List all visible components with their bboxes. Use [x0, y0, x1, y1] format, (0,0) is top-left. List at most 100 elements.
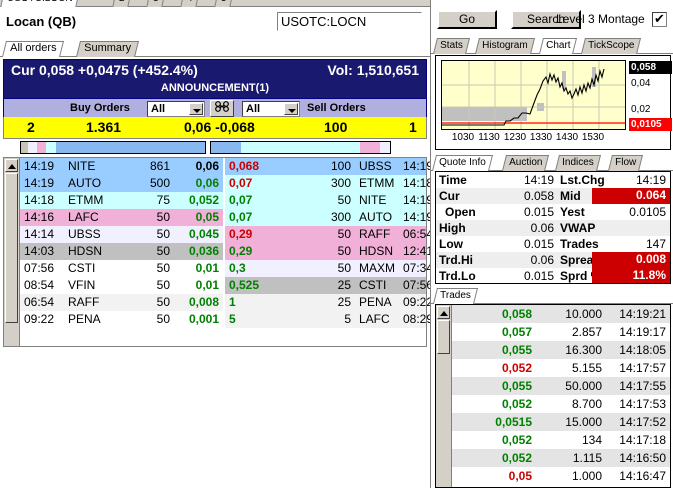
scroll-up-icon[interactable] — [437, 306, 450, 319]
bid-size: 50 — [156, 244, 170, 258]
depth-segment-1 — [240, 142, 361, 153]
ask-size: 25 — [337, 295, 351, 309]
table-row[interactable]: 14:03 HDSN 50 0,036 0,29 50 HDSN 12:41 — [20, 243, 433, 260]
chevron-down-icon[interactable] — [284, 103, 298, 115]
trades-tabs[interactable]: Trades — [431, 288, 673, 304]
sell-filter-select[interactable]: All — [242, 101, 300, 117]
tab-summary[interactable]: Summary — [76, 41, 140, 57]
window-tab-strip[interactable]: USOTC:LOCN 2 3 4 5 — [0, 0, 673, 8]
ask-time: 14:19 — [403, 159, 434, 173]
chart-panel-tabs[interactable]: Stats Histogram Chart TickScope — [431, 38, 673, 54]
ask-side[interactable]: 0,07 50 NITE 14:19 — [225, 192, 433, 209]
bid-side[interactable]: 14:16 LAFC 50 0,05 — [20, 209, 223, 226]
table-row[interactable]: 14:16 LAFC 50 0,05 0,07 300 AUTO 14:19 — [20, 209, 433, 226]
bid-side[interactable]: 14:19 NITE 861 0,06 — [20, 158, 223, 175]
tab-flow[interactable]: Flow — [608, 155, 644, 171]
tab-quote-info[interactable]: Quote Info — [432, 155, 493, 171]
trade-quantity: 1.000 — [571, 469, 602, 483]
scroll-thumb[interactable] — [5, 173, 18, 323]
sell-filter-value: All — [246, 103, 261, 115]
inside-ask-size: 100 — [324, 119, 348, 135]
bid-price: 0,045 — [188, 227, 219, 241]
list-item[interactable]: 0,057 2.857 14:19:17 — [452, 323, 670, 341]
list-item[interactable]: 0,055 50.000 14:17:55 — [452, 377, 670, 395]
bid-price: 0,001 — [188, 312, 219, 326]
table-row[interactable]: 06:54 RAFF 50 0,008 1 25 PENA 09:22 — [20, 294, 433, 311]
ask-time: 14:19 — [403, 210, 434, 224]
montage-checkbox[interactable] — [652, 11, 667, 27]
ask-side[interactable]: 0,068 100 UBSS 14:19 — [225, 158, 433, 175]
bid-side[interactable]: 07:56 CSTI 50 0,01 — [20, 260, 223, 277]
trade-price: 0,0515 — [495, 415, 532, 429]
table-row[interactable]: 14:19 NITE 861 0,06 0,068 100 UBSS 14:19 — [20, 158, 433, 175]
table-row[interactable]: 08:54 VFIN 50 0,01 0,525 25 CSTI 07:56 — [20, 277, 433, 294]
list-item[interactable]: 0,052 1.115 14:16:50 — [452, 449, 670, 467]
table-row[interactable]: 14:18 ETMM 75 0,052 0,07 50 NITE 14:19 — [20, 192, 433, 209]
order-book-rows: 14:19 NITE 861 0,06 0,068 100 UBSS 14:19 14:19 AU… — [20, 158, 433, 346]
ask-side[interactable]: 0,07 300 ETMM 14:18 — [225, 175, 433, 192]
scroll-up-icon[interactable] — [5, 159, 18, 172]
ask-side[interactable]: 0,3 50 MAXM 07:34 — [225, 260, 433, 277]
table-row[interactable]: 09:22 PENA 50 0,001 5 5 LAFC 08:29 — [20, 311, 433, 328]
bid-side[interactable]: 06:54 RAFF 50 0,008 — [20, 294, 223, 311]
table-row[interactable]: 07:56 CSTI 50 0,01 0,3 50 MAXM 07:34 — [20, 260, 433, 277]
list-item[interactable]: 0,05 1.000 14:16:47 — [452, 467, 670, 485]
list-item[interactable]: 0,055 16.300 14:18:05 — [452, 341, 670, 359]
tab-indices[interactable]: Indices — [555, 155, 601, 171]
tab-chart[interactable]: Chart — [539, 38, 578, 54]
trades-scrollbar[interactable] — [436, 305, 452, 487]
bid-side[interactable]: 14:18 ETMM 75 0,052 — [20, 192, 223, 209]
ask-side[interactable]: 0,29 50 HDSN 12:41 — [225, 243, 433, 260]
buy-filter-select[interactable]: All — [147, 101, 205, 117]
window-tab-usotc-locn[interactable]: USOTC:LOCN — [0, 0, 80, 7]
tab-tickscope[interactable]: TickScope — [581, 38, 642, 54]
search-button[interactable]: Search — [511, 10, 581, 29]
bid-side[interactable]: 14:03 HDSN 50 0,036 — [20, 243, 223, 260]
scroll-thumb[interactable] — [437, 320, 450, 354]
list-item[interactable]: 0,0515 15.000 14:17:52 — [452, 413, 670, 431]
ask-side[interactable]: 0,525 25 CSTI 07:56 — [225, 277, 433, 294]
list-item[interactable]: 0,058 10.000 14:19:21 — [452, 305, 670, 323]
ask-side[interactable]: 0,07 300 AUTO 14:19 — [225, 209, 433, 226]
chart-xtick: 1330 — [529, 132, 553, 143]
tab-histogram[interactable]: Histogram — [475, 38, 535, 54]
announcement-banner[interactable]: ANNOUNCEMENT(1) — [4, 82, 426, 98]
ask-mmid: NITE — [359, 193, 387, 207]
ask-mmid: PENA — [359, 295, 392, 309]
go-button[interactable]: Go — [437, 10, 497, 29]
tab-trades[interactable]: Trades — [433, 288, 478, 304]
bid-side[interactable]: 08:54 VFIN 50 0,01 — [20, 277, 223, 294]
tab-all-orders[interactable]: All orders — [2, 41, 65, 57]
tab-label: Indices — [562, 157, 594, 168]
bid-side[interactable]: 14:19 AUTO 500 0,06 — [20, 175, 223, 192]
list-item[interactable]: 0,052 134 14:17:18 — [452, 431, 670, 449]
order-book-scrollbar[interactable] — [4, 158, 20, 346]
ask-time: 12:41 — [403, 244, 434, 258]
chevron-down-icon[interactable] — [189, 103, 203, 115]
bid-mmid: CSTI — [68, 261, 96, 275]
tab-auction[interactable]: Auction — [502, 155, 550, 171]
chart-last-price-tag: 0,058 — [629, 61, 672, 74]
book-column-separator — [223, 311, 225, 328]
quote-info-value: 0.015 — [523, 205, 554, 219]
quote-info-tabs[interactable]: Quote Info Auction Indices Flow — [431, 155, 673, 171]
ask-side[interactable]: 0,29 50 RAFF 06:54 — [225, 226, 433, 243]
link-icon[interactable] — [210, 100, 234, 117]
table-row[interactable]: 14:19 AUTO 500 0,06 0,07 300 ETMM 14:18 — [20, 175, 433, 192]
ask-size: 100 — [330, 159, 351, 173]
ask-mmid: RAFF — [359, 227, 391, 241]
ask-size: 25 — [337, 278, 351, 292]
symbol-input[interactable] — [277, 12, 422, 31]
list-item[interactable]: 0,052 5.155 14:17:57 — [452, 359, 670, 377]
ask-side[interactable]: 1 25 PENA 09:22 — [225, 294, 433, 311]
tab-stats[interactable]: Stats — [433, 38, 470, 54]
list-item[interactable]: 0,052 8.700 14:17:53 — [452, 395, 670, 413]
table-row[interactable]: 14:14 UBSS 50 0,045 0,29 50 RAFF 06:54 — [20, 226, 433, 243]
order-view-tabs[interactable]: All orders Summary — [0, 41, 430, 57]
ask-side[interactable]: 5 5 LAFC 08:29 — [225, 311, 433, 328]
bid-side[interactable]: 09:22 PENA 50 0,001 — [20, 311, 223, 328]
bid-mmid: UBSS — [68, 227, 101, 241]
bid-side[interactable]: 14:14 UBSS 50 0,045 — [20, 226, 223, 243]
price-chart[interactable]: 1030 1130 1230 1330 1430 1530 0,058 0,04 0,02… — [435, 55, 672, 150]
chart-x-axis: 1030 1130 1230 1330 1430 1530 — [441, 132, 627, 146]
